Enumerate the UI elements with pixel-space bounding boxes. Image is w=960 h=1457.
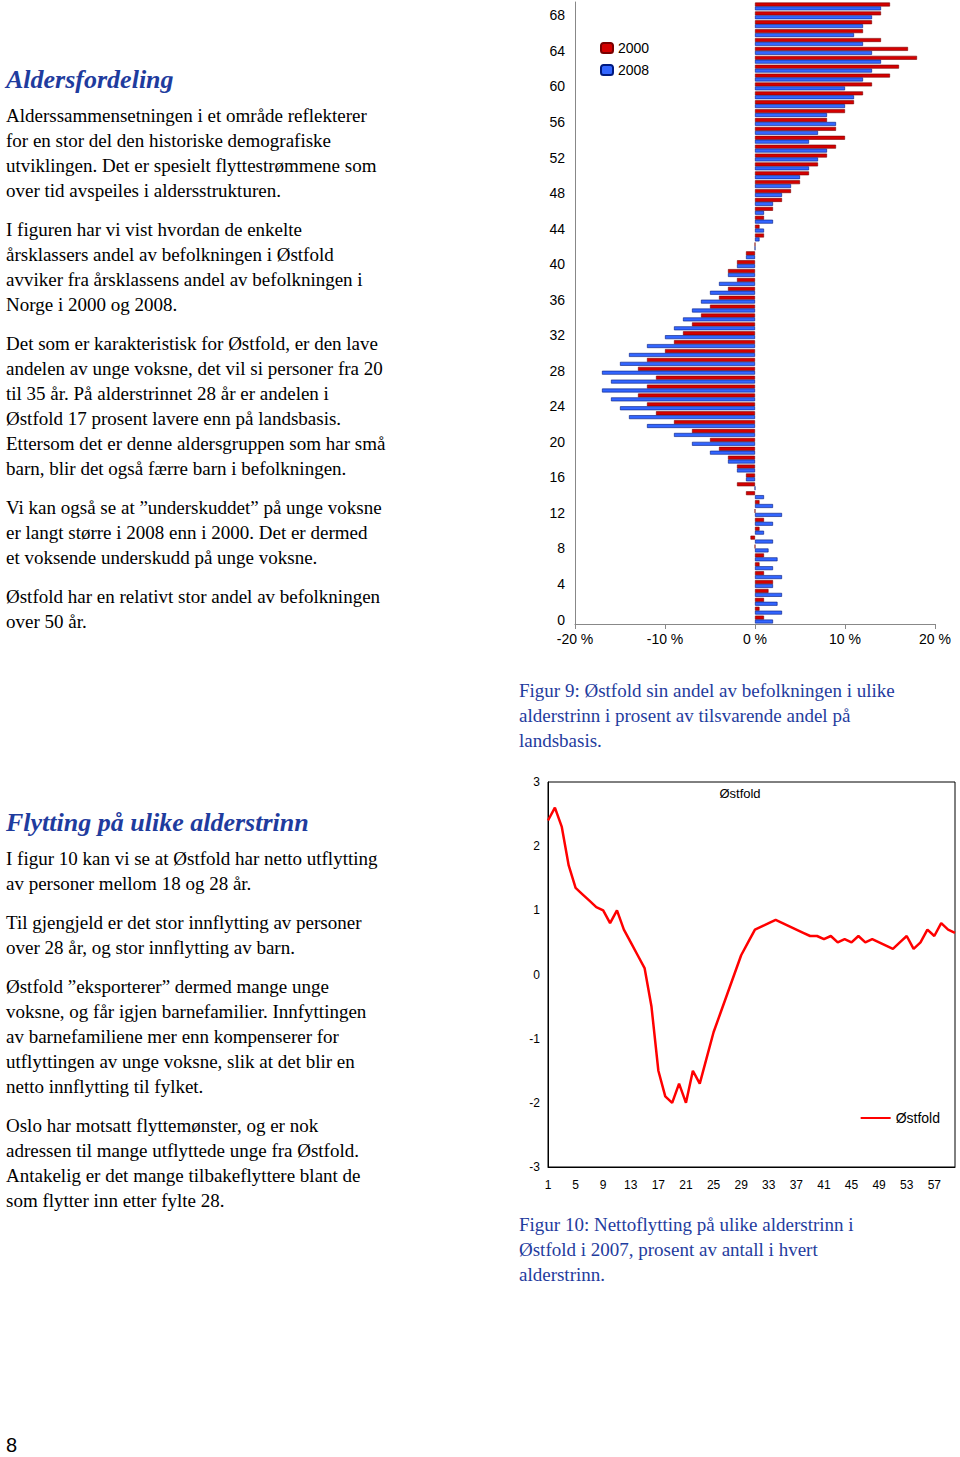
svg-text:60: 60: [549, 78, 565, 94]
svg-text:1: 1: [533, 903, 540, 917]
svg-text:56: 56: [549, 114, 565, 130]
svg-text:41: 41: [817, 1178, 831, 1192]
html-text:som flytter inn etter fylte 28: som flytter inn etter fylte 28.: [6, 1190, 225, 1211]
html-text:adressen til mange utflyttede: adressen til mange utflyttede unge fra Ø…: [6, 1140, 359, 1161]
html-text:avviker fra årsklassens andel: avviker fra årsklassens andel av befolkn…: [6, 269, 363, 290]
svg-text:-3: -3: [529, 1160, 540, 1174]
svg-text:53: 53: [900, 1178, 914, 1192]
html-text:av barnefamiliene mer enn komp: av barnefamiliene mer enn kompenserer fo…: [6, 1026, 339, 1047]
svg-text:64: 64: [549, 43, 565, 59]
svg-text:2000: 2000: [618, 40, 649, 56]
svg-text:0 %: 0 %: [743, 631, 767, 647]
html-text:netto innflytting til fylket.: netto innflytting til fylket.: [6, 1076, 204, 1097]
html-text:alderstrinn i prosent av tilsv: alderstrinn i prosent av tilsvarende and…: [519, 705, 851, 726]
svg-text:24: 24: [549, 398, 565, 414]
html-text:I figuren har vi vist hvordan: I figuren har vi vist hvordan de enkelte: [6, 219, 302, 240]
svg-text:1: 1: [545, 1178, 552, 1192]
svg-text:0: 0: [557, 612, 565, 628]
svg-text:45: 45: [845, 1178, 859, 1192]
html-text:et voksende underskudd på unge: et voksende underskudd på unge voksne.: [6, 547, 318, 568]
svg-text:8: 8: [557, 540, 565, 556]
svg-text:13: 13: [624, 1178, 638, 1192]
html-text:årsklassers andel av befolknin: årsklassers andel av befolkningen i Østf…: [6, 244, 334, 265]
html-text:I figur 10 kan vi se at Østfol: I figur 10 kan vi se at Østfold har nett…: [6, 848, 378, 869]
svg-text:12: 12: [549, 505, 565, 521]
html-text:voksne, og får igjen barnefami: voksne, og får igjen barnefamilier. Innf…: [6, 1001, 367, 1022]
svg-text:40: 40: [549, 256, 565, 272]
html-text:alderstrinn.: alderstrinn.: [519, 1264, 605, 1285]
svg-text:Østfold: Østfold: [896, 1110, 940, 1126]
svg-text:28: 28: [549, 363, 565, 379]
svg-text:57: 57: [928, 1178, 942, 1192]
svg-text:2008: 2008: [618, 62, 649, 78]
svg-text:Østfold: Østfold: [719, 786, 760, 801]
html-text:for en stor del den historiske: for en stor del den historiske demografi…: [6, 130, 331, 151]
html-text:Det som er karakteristisk for: Det som er karakteristisk for Østfold, e…: [6, 333, 378, 354]
svg-text:33: 33: [762, 1178, 776, 1192]
svg-text:10 %: 10 %: [829, 631, 861, 647]
svg-text:-1: -1: [529, 1032, 540, 1046]
html-text:Vi kan også se at ”underskudde: Vi kan også se at ”underskuddet” på unge…: [6, 497, 382, 518]
svg-text:25: 25: [707, 1178, 721, 1192]
svg-text:48: 48: [549, 185, 565, 201]
svg-text:37: 37: [790, 1178, 804, 1192]
html-text:Flytting på ulike alderstrinn: Flytting på ulike alderstrinn: [6, 808, 309, 837]
svg-text:17: 17: [652, 1178, 666, 1192]
svg-text:2: 2: [533, 839, 540, 853]
html-text:Østfold ”eksporterer” dermed m: Østfold ”eksporterer” dermed mange unge: [6, 976, 329, 997]
svg-text:-20 %: -20 %: [557, 631, 594, 647]
svg-text:5: 5: [572, 1178, 579, 1192]
html-text:er langt større i 2008 enn i 2: er langt større i 2008 enn i 2000. Det e…: [6, 522, 368, 543]
html-text:Østfold 17 prosent lavere enn: Østfold 17 prosent lavere enn på landsba…: [6, 408, 342, 429]
svg-text:44: 44: [549, 221, 565, 237]
svg-text:16: 16: [549, 469, 565, 485]
html-text:landsbasis.: landsbasis.: [519, 730, 602, 751]
svg-text:0: 0: [533, 968, 540, 982]
html-text:Norge i 2000 og 2008.: Norge i 2000 og 2008.: [6, 294, 178, 315]
html-text:Alderssammensetningen i et omr: Alderssammensetningen i et område reflek…: [6, 105, 367, 126]
svg-text:-10 %: -10 %: [647, 631, 684, 647]
svg-text:49: 49: [872, 1178, 886, 1192]
svg-text:21: 21: [679, 1178, 693, 1192]
svg-text:20: 20: [549, 434, 565, 450]
svg-text:4: 4: [557, 576, 565, 592]
html-text:8: 8: [6, 1434, 18, 1456]
svg-text:68: 68: [549, 7, 565, 23]
html-text:Ettersom det er denne aldersgr: Ettersom det er denne aldersgruppen som …: [6, 433, 386, 454]
html-text:barn, blir det også færre barn: barn, blir det også færre barn i befolkn…: [6, 458, 347, 479]
html-text:over tid avspeiles i aldersstr: over tid avspeiles i aldersstrukturen.: [6, 180, 281, 201]
html-text:over 50 år.: over 50 år.: [6, 611, 87, 632]
html-text:andelen av unge voksne, det vi: andelen av unge voksne, det vil si perso…: [6, 358, 383, 379]
svg-text:29: 29: [734, 1178, 748, 1192]
svg-text:36: 36: [549, 292, 565, 308]
svg-text:-2: -2: [529, 1096, 540, 1110]
svg-text:3: 3: [533, 775, 540, 789]
html-text:Østfold i 2007, prosent av ant: Østfold i 2007, prosent av antall i hver…: [519, 1239, 818, 1260]
svg-text:52: 52: [549, 150, 565, 166]
html-text:Aldersfordeling: Aldersfordeling: [6, 65, 174, 94]
html-text:Østfold har en relativt stor a: Østfold har en relativt stor andel av be…: [6, 586, 381, 607]
html-text:Til gjengjeld er det stor innf: Til gjengjeld er det stor innflytting av…: [6, 912, 362, 933]
svg-text:9: 9: [600, 1178, 607, 1192]
html-text:Antakelig er det mange tilbake: Antakelig er det mange tilbakeflyttere b…: [6, 1165, 361, 1186]
html-text:over 28 år, og stor innflyttin: over 28 år, og stor innflytting av barn.: [6, 937, 295, 958]
html-text:til 35 år. På alderstrinnet 28: til 35 år. På alderstrinnet 28 år er and…: [6, 383, 329, 404]
html-text:Figur 9: Østfold sin andel av: Figur 9: Østfold sin andel av befolkning…: [519, 680, 895, 701]
svg-text:32: 32: [549, 327, 565, 343]
html-text:Oslo har motsatt flyttemønster: Oslo har motsatt flyttemønster, og er no…: [6, 1115, 319, 1136]
html-text:Figur 10: Nettoflytting på uli: Figur 10: Nettoflytting på ulike alderst…: [519, 1214, 854, 1235]
html-text:utflyttingen av unge voksne, s: utflyttingen av unge voksne, slik at det…: [6, 1051, 355, 1072]
svg-text:20 %: 20 %: [919, 631, 951, 647]
html-text:av personer mellom 18 og 28 år: av personer mellom 18 og 28 år.: [6, 873, 252, 894]
html-text:utviklingen. Det er spesielt f: utviklingen. Det er spesielt flyttestrøm…: [6, 155, 377, 176]
